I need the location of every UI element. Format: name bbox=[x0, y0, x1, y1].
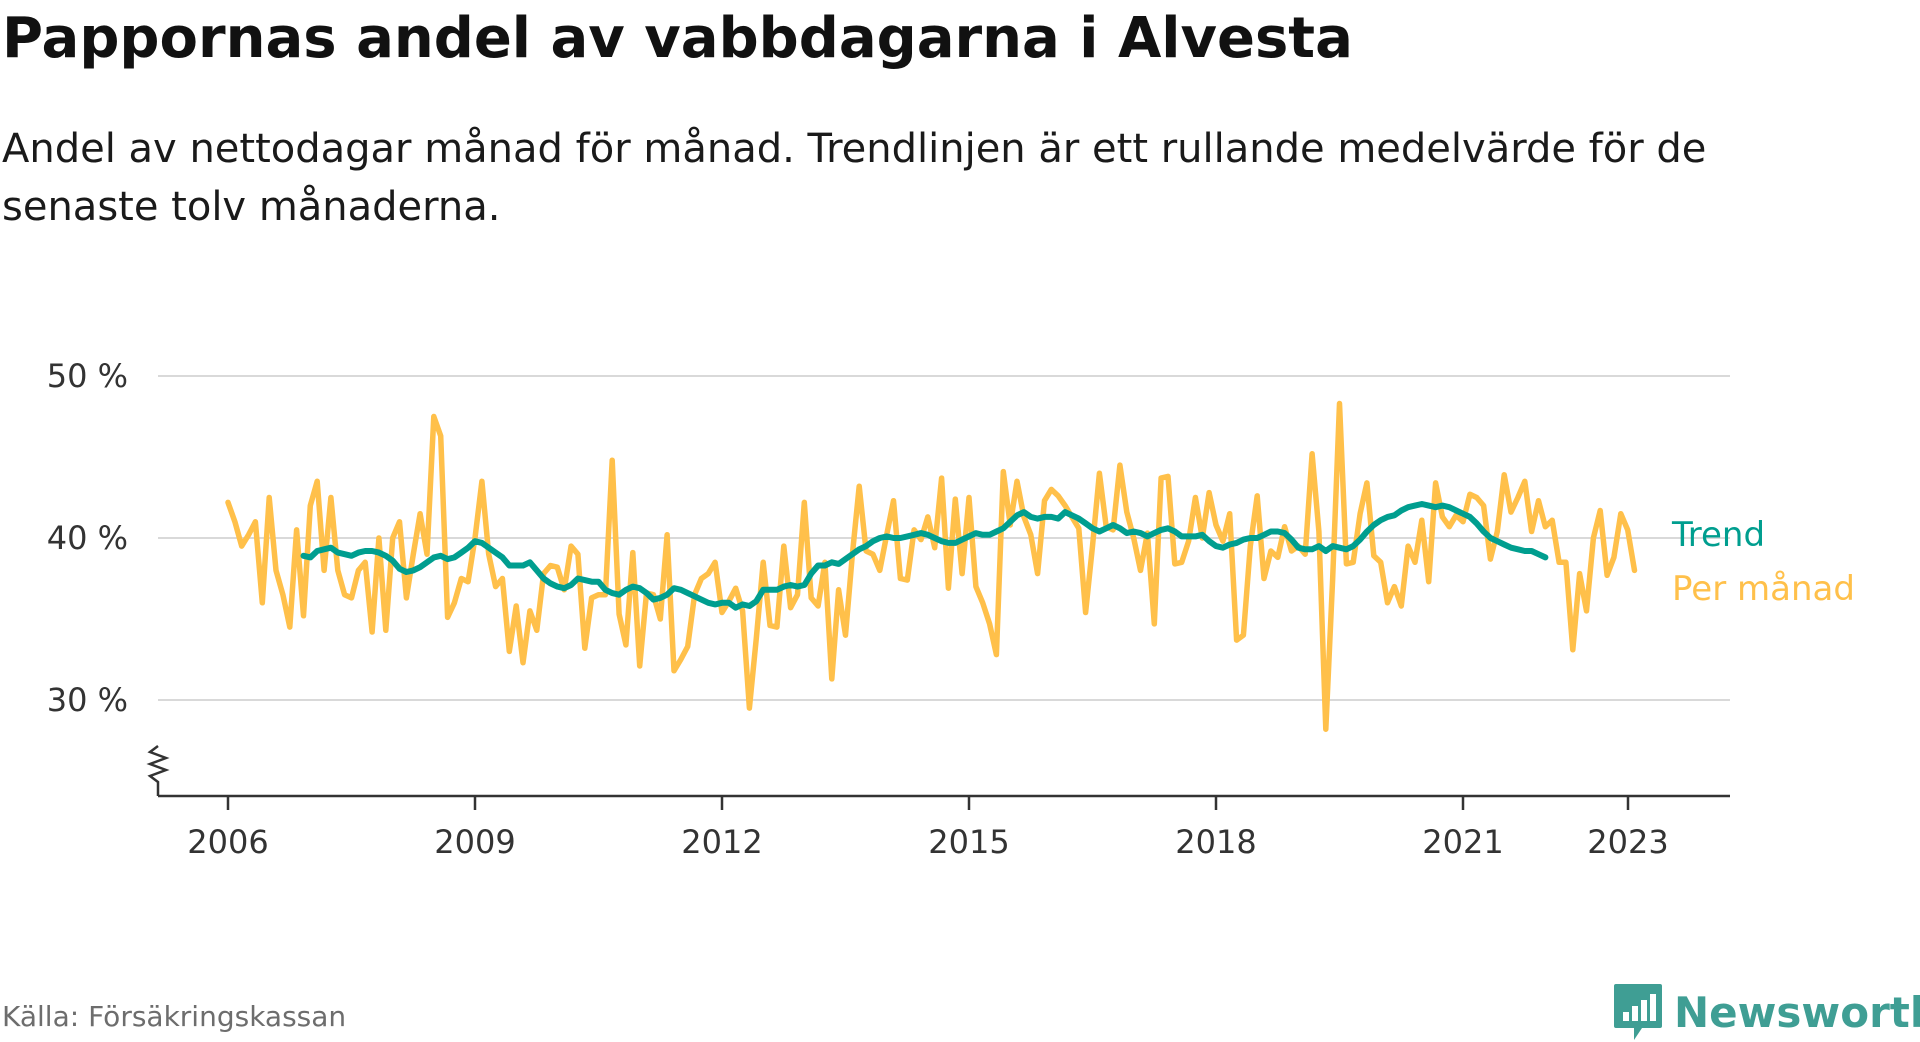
y-tick-label: 50 % bbox=[47, 357, 128, 395]
trend-series-label: Trend bbox=[1671, 515, 1765, 555]
source-note: Källa: Försäkringskassan bbox=[2, 1000, 347, 1033]
trend-line bbox=[300, 501, 1549, 611]
x-tick-label: 2021 bbox=[1422, 823, 1503, 861]
x-tick-label: 2012 bbox=[681, 823, 762, 861]
brand-logo: Newsworthy bbox=[1612, 982, 1920, 1042]
brand-name: Newsworthy bbox=[1674, 987, 1920, 1037]
axes: 30 % 40 % 50 % 2006 2009 2012 2015 2018 2021 2023 bbox=[47, 357, 1730, 861]
y-tick-label: 40 % bbox=[47, 519, 128, 557]
y-tick-label: 30 % bbox=[47, 681, 128, 719]
bar-chart-icon bbox=[1614, 984, 1662, 1040]
x-tick-label: 2006 bbox=[187, 823, 268, 861]
x-tick-label: 2018 bbox=[1175, 823, 1256, 861]
x-tick-label: 2009 bbox=[434, 823, 515, 861]
y-axis-break bbox=[146, 745, 170, 796]
chart-title: Pappornas andel av vabbdagarna i Alvesta bbox=[2, 6, 1353, 71]
monthly-line bbox=[225, 400, 1638, 732]
x-tick-label: 2023 bbox=[1587, 823, 1668, 861]
monthly-series-label: Per månad bbox=[1672, 569, 1855, 609]
chart-subtitle: Andel av nettodagar månad för månad. Tre… bbox=[2, 126, 1707, 230]
series-labels: Trend Per månad bbox=[1671, 515, 1855, 609]
series-lines bbox=[225, 400, 1638, 732]
x-tick-label: 2015 bbox=[928, 823, 1009, 861]
